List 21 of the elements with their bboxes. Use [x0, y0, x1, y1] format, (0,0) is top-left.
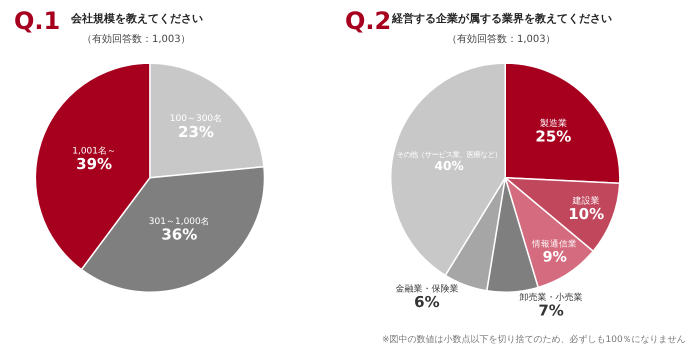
slice-label: 建設業	[572, 196, 600, 207]
slice-label: 製造業	[540, 118, 567, 130]
data-label: 9%	[542, 249, 567, 266]
data-label: 7%	[538, 302, 564, 320]
data-label: 25%	[535, 128, 572, 146]
text: Q.2	[345, 7, 392, 35]
text: Q.1	[14, 7, 60, 35]
slice-label: 卸売業・小売業	[520, 292, 583, 303]
slice-label: 金融業・保険業	[395, 283, 458, 294]
slice-label: 301～1,000名	[148, 216, 210, 228]
data-label: 10%	[568, 205, 604, 224]
chart-subtitle: （有効回答数：1,003）	[82, 33, 191, 45]
chart-subtitle: （有効回答数：1,003）	[447, 33, 556, 45]
slice-label: 1,001名～	[72, 145, 116, 156]
chart-title: 経営する企業が属する業界を教えてください	[391, 12, 612, 25]
slice-label: 情報通信業	[531, 238, 578, 250]
text: ※図中の数値は小数点以下を切り捨てのため、必ずしも100％になりません	[382, 334, 686, 345]
chart-title: 会社規模を教えてください	[70, 12, 203, 25]
data-label: 39%	[76, 154, 112, 173]
data-label: 6%	[414, 293, 440, 312]
data-label: 36%	[161, 226, 198, 244]
